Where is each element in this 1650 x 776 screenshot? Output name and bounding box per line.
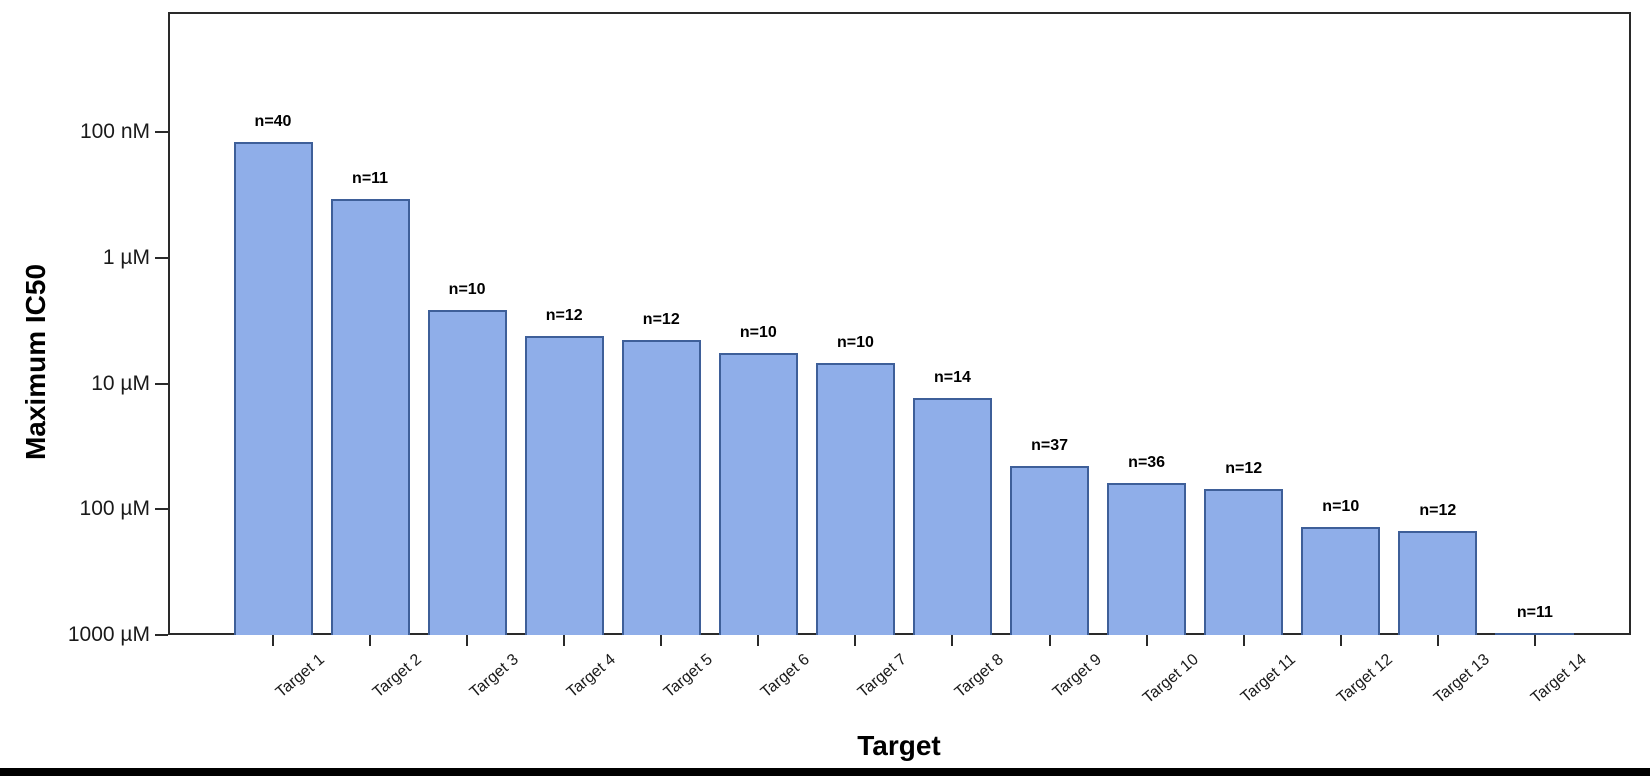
y-tick-label: 100 nM xyxy=(79,120,150,144)
x-tick-mark xyxy=(272,635,274,646)
n-annotation-14: n=11 xyxy=(1516,603,1553,621)
x-tick-label-3: Target 3 xyxy=(466,651,523,702)
x-tick-label-11: Target 11 xyxy=(1237,651,1299,707)
bar-target-7 xyxy=(815,362,895,635)
x-tick-mark xyxy=(1048,635,1051,646)
x-tick-mark xyxy=(951,635,954,646)
bar-target-5 xyxy=(621,340,701,635)
bar-target-4 xyxy=(524,336,604,635)
bar-target-8 xyxy=(912,398,992,635)
bar-target-1 xyxy=(233,142,313,635)
x-axis-title: Target xyxy=(857,730,941,761)
n-annotation-2: n=11 xyxy=(352,170,389,188)
x-tick-mark xyxy=(1242,635,1245,646)
x-tick-label-4: Target 4 xyxy=(563,651,620,702)
bar-target-10 xyxy=(1107,483,1187,635)
bar-target-6 xyxy=(718,353,798,635)
bar-target-2 xyxy=(330,199,410,635)
x-tick-mark xyxy=(369,635,372,646)
x-tick-mark xyxy=(854,635,857,646)
bar-target-13 xyxy=(1398,530,1478,635)
x-tick-label-9: Target 9 xyxy=(1049,651,1105,702)
y-tick-mark xyxy=(155,508,168,511)
n-annotation-10: n=36 xyxy=(1128,454,1166,472)
x-tick-mark xyxy=(757,635,760,646)
y-tick-mark xyxy=(155,257,168,260)
y-tick-label: 1 µM xyxy=(102,246,150,270)
y-tick-mark xyxy=(155,634,168,636)
x-tick-label-5: Target 5 xyxy=(660,651,717,702)
x-tick-label-7: Target 7 xyxy=(855,651,911,702)
y-tick-label: 10 µM xyxy=(91,371,150,395)
x-tick-label-2: Target 2 xyxy=(369,651,425,702)
x-tick-mark xyxy=(1339,635,1342,646)
n-annotation-3: n=10 xyxy=(448,281,486,299)
x-tick-mark xyxy=(563,635,566,646)
n-annotation-13: n=12 xyxy=(1419,501,1457,519)
x-tick-mark xyxy=(1145,635,1148,646)
x-tick-label-8: Target 8 xyxy=(952,651,1008,702)
y-tick-mark xyxy=(155,382,168,385)
bar-target-9 xyxy=(1010,465,1090,635)
n-annotation-9: n=37 xyxy=(1031,436,1069,454)
n-annotation-5: n=12 xyxy=(642,311,680,329)
bar-target-3 xyxy=(427,310,507,635)
y-tick-mark xyxy=(155,131,168,134)
n-annotation-1: n=40 xyxy=(254,113,292,131)
x-tick-label-1: Target 1 xyxy=(272,651,328,702)
bar-target-14 xyxy=(1495,632,1575,635)
x-tick-label-13: Target 13 xyxy=(1430,651,1493,707)
n-annotation-7: n=10 xyxy=(836,333,874,351)
n-annotation-11: n=12 xyxy=(1225,460,1263,478)
x-tick-label-12: Target 12 xyxy=(1333,651,1396,707)
x-tick-label-6: Target 6 xyxy=(758,651,814,702)
n-annotation-8: n=14 xyxy=(934,369,971,387)
y-axis-title: Maximum IC50 xyxy=(20,263,51,461)
x-tick-mark xyxy=(466,635,469,646)
bottom-black-strip xyxy=(0,768,1650,776)
n-annotation-6: n=10 xyxy=(739,324,777,342)
bar-target-11 xyxy=(1204,489,1284,635)
plot-area xyxy=(168,12,1631,635)
x-tick-label-14: Target 14 xyxy=(1527,651,1590,707)
x-tick-label-10: Target 10 xyxy=(1139,651,1202,707)
x-tick-mark xyxy=(1436,635,1439,646)
bar-target-12 xyxy=(1301,526,1381,635)
n-annotation-12: n=10 xyxy=(1322,497,1360,515)
x-tick-mark xyxy=(1533,635,1536,646)
x-tick-mark xyxy=(660,635,663,646)
y-tick-label: 1000 µM xyxy=(67,623,150,646)
n-annotation-4: n=12 xyxy=(545,307,583,325)
y-tick-label: 100 µM xyxy=(79,497,150,521)
